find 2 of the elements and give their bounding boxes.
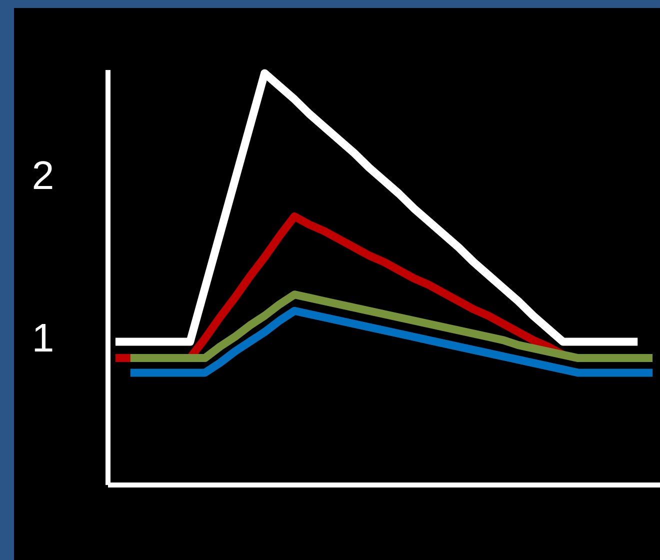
y-tick-label: 2 [32,154,54,198]
y-tick-label: 1 [32,316,54,361]
